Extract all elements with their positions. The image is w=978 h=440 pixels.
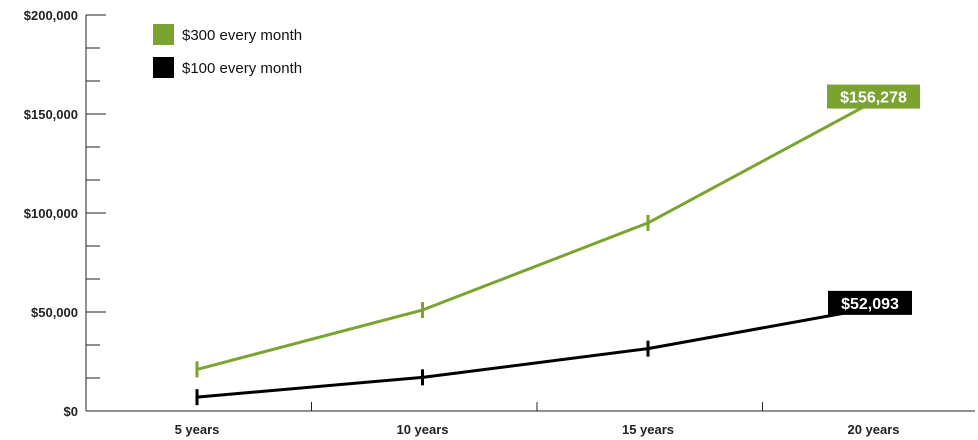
- series-line: [196, 100, 875, 371]
- y-tick-label: $0: [64, 404, 78, 419]
- legend: $300 every month $100 every month: [153, 24, 302, 78]
- y-tick-label: $50,000: [31, 305, 78, 320]
- y-tick-label: $200,000: [24, 8, 78, 23]
- x-tick-label: 15 years: [622, 422, 674, 437]
- legend-label: $100 every month: [182, 60, 302, 77]
- end-value-label: $52,093: [841, 296, 899, 313]
- legend-item: $300 every month: [153, 24, 302, 45]
- legend-item: $100 every month: [153, 57, 302, 78]
- y-axis: $0 $50,000 $100,000 $150,000 $200,000: [24, 8, 106, 419]
- series-layer: $156,278 $52,093: [195, 84, 920, 406]
- x-tick-label: 10 years: [396, 422, 448, 437]
- end-value-label: $156,278: [840, 90, 907, 107]
- legend-label: $300 every month: [182, 27, 302, 44]
- end-value-box: [827, 84, 920, 109]
- x-tick-label: 5 years: [175, 422, 220, 437]
- series-line: [196, 306, 874, 399]
- series-0: $156,278: [195, 84, 920, 378]
- x-tick-label: 20 years: [847, 422, 899, 437]
- y-tick-label: $100,000: [24, 206, 78, 221]
- legend-swatch: [153, 57, 174, 78]
- legend-swatch: [153, 24, 174, 45]
- x-axis: 5 years 10 years 15 years 20 years: [86, 402, 975, 437]
- series-1: $52,093: [195, 290, 912, 406]
- end-value-box: [828, 290, 912, 315]
- y-tick-label: $150,000: [24, 107, 78, 122]
